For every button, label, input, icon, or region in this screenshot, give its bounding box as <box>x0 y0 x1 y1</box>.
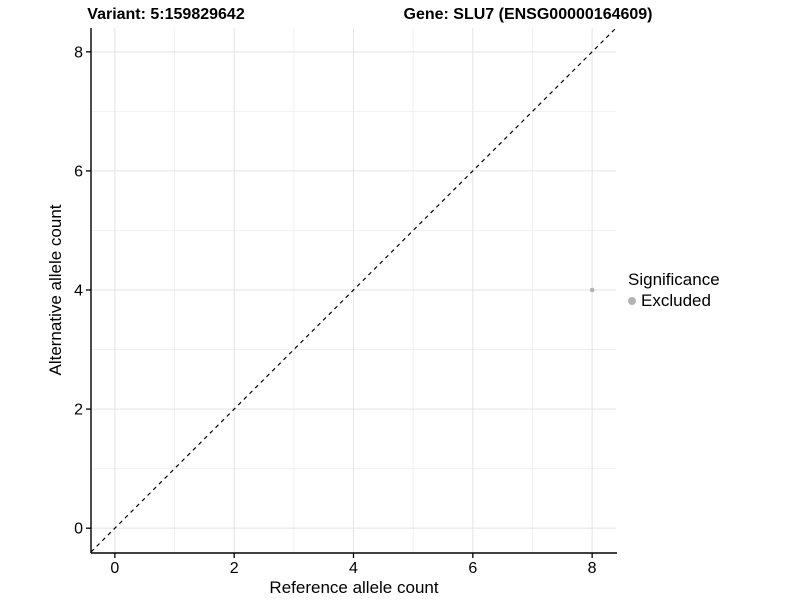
x-axis-tick-label: 6 <box>468 560 477 577</box>
y-axis-tick-label: 6 <box>74 163 83 180</box>
y-axis-tick-label: 0 <box>74 521 83 538</box>
legend-item-excluded: Excluded <box>628 292 720 310</box>
x-axis-tick-label: 4 <box>349 560 358 577</box>
x-axis-tick-label: 0 <box>110 560 119 577</box>
y-axis-title: Alternative allele count <box>46 204 65 376</box>
legend-title: Significance <box>628 270 720 289</box>
legend-item-label: Excluded <box>641 291 711 310</box>
x-axis-tick-label: 2 <box>230 560 239 577</box>
x-axis-tick-label: 8 <box>588 560 597 577</box>
x-axis-title: Reference allele count <box>269 578 439 597</box>
y-axis-tick-label: 2 <box>74 402 83 419</box>
legend: Significance Excluded <box>628 270 720 310</box>
data-point <box>589 287 595 293</box>
plot-title-variant: Variant: 5:159829642 <box>87 6 245 23</box>
plot-title-gene: Gene: SLU7 (ENSG00000164609) <box>403 6 653 23</box>
identity-reference-line <box>90 27 617 553</box>
y-axis-tick-label: 8 <box>74 44 83 61</box>
y-axis-tick-label: 4 <box>74 283 83 300</box>
legend-point-icon <box>628 297 636 305</box>
